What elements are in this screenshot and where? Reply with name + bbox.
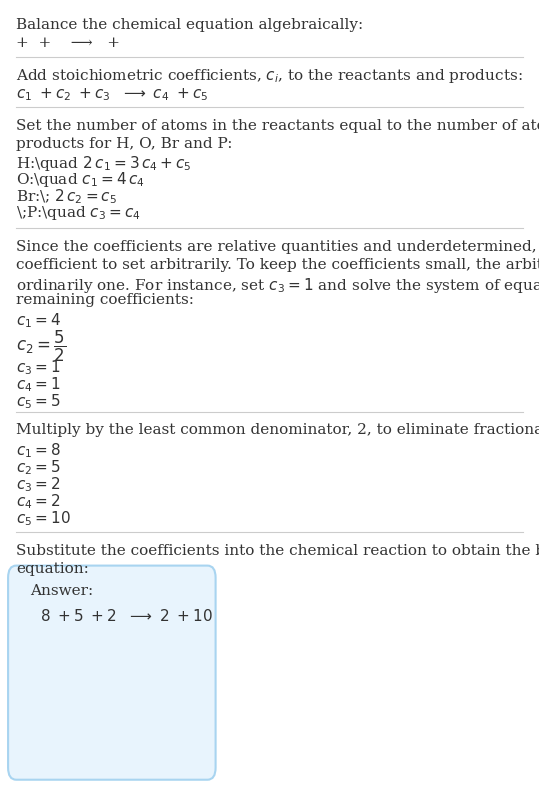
Text: coefficient to set arbitrarily. To keep the coefficients small, the arbitrary va: coefficient to set arbitrarily. To keep … <box>16 258 539 271</box>
Text: Substitute the coefficients into the chemical reaction to obtain the balanced: Substitute the coefficients into the che… <box>16 544 539 558</box>
Text: $c_1 = 8$: $c_1 = 8$ <box>16 441 61 460</box>
Text: $c_2 = \dfrac{5}{2}$: $c_2 = \dfrac{5}{2}$ <box>16 329 66 364</box>
Text: +  +    ⟶   +: + + ⟶ + <box>16 36 120 50</box>
Text: Answer:: Answer: <box>30 584 93 598</box>
Text: $c_4 = 2$: $c_4 = 2$ <box>16 492 61 511</box>
Text: remaining coefficients:: remaining coefficients: <box>16 293 194 307</box>
Text: H:\quad $2\,c_1 = 3\,c_4 + c_5$: H:\quad $2\,c_1 = 3\,c_4 + c_5$ <box>16 154 192 173</box>
Text: Balance the chemical equation algebraically:: Balance the chemical equation algebraica… <box>16 18 363 32</box>
Text: $c_1 = 4$: $c_1 = 4$ <box>16 311 61 330</box>
Text: equation:: equation: <box>16 562 89 575</box>
Text: O:\quad $c_1 = 4\,c_4$: O:\quad $c_1 = 4\,c_4$ <box>16 170 145 190</box>
Text: ordinarily one. For instance, set $c_3 = 1$ and solve the system of equations fo: ordinarily one. For instance, set $c_3 =… <box>16 276 539 295</box>
Text: Multiply by the least common denominator, 2, to eliminate fractional coefficient: Multiply by the least common denominator… <box>16 423 539 437</box>
Text: $c_5 = 5$: $c_5 = 5$ <box>16 393 61 411</box>
Text: $c_3 = 2$: $c_3 = 2$ <box>16 475 61 494</box>
FancyBboxPatch shape <box>8 566 216 780</box>
Text: products for H, O, Br and P:: products for H, O, Br and P: <box>16 137 233 150</box>
Text: $c_5 = 10$: $c_5 = 10$ <box>16 509 71 528</box>
Text: $c_3 = 1$: $c_3 = 1$ <box>16 359 61 377</box>
Text: $c_1\ +c_2\ +c_3\ \ \longrightarrow\ c_4\ +c_5$: $c_1\ +c_2\ +c_3\ \ \longrightarrow\ c_4… <box>16 86 209 103</box>
Text: Br:\; $2\,c_2 = c_5$: Br:\; $2\,c_2 = c_5$ <box>16 187 117 206</box>
Text: $c_4 = 1$: $c_4 = 1$ <box>16 376 61 394</box>
Text: \;P:\quad $c_3 = c_4$: \;P:\quad $c_3 = c_4$ <box>16 204 141 222</box>
Text: Add stoichiometric coefficients, $c_i$, to the reactants and products:: Add stoichiometric coefficients, $c_i$, … <box>16 67 523 85</box>
Text: Since the coefficients are relative quantities and underdetermined, choose a: Since the coefficients are relative quan… <box>16 240 539 254</box>
Text: Set the number of atoms in the reactants equal to the number of atoms in the: Set the number of atoms in the reactants… <box>16 119 539 133</box>
Text: $c_2 = 5$: $c_2 = 5$ <box>16 458 61 477</box>
Text: $8\ +5\ +2\ \ \longrightarrow\ 2\ +10$: $8\ +5\ +2\ \ \longrightarrow\ 2\ +10$ <box>40 608 213 624</box>
